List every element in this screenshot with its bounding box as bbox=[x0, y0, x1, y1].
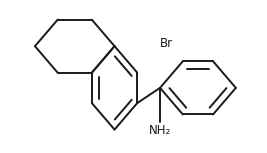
Text: NH₂: NH₂ bbox=[149, 124, 171, 137]
Text: Br: Br bbox=[160, 37, 173, 50]
